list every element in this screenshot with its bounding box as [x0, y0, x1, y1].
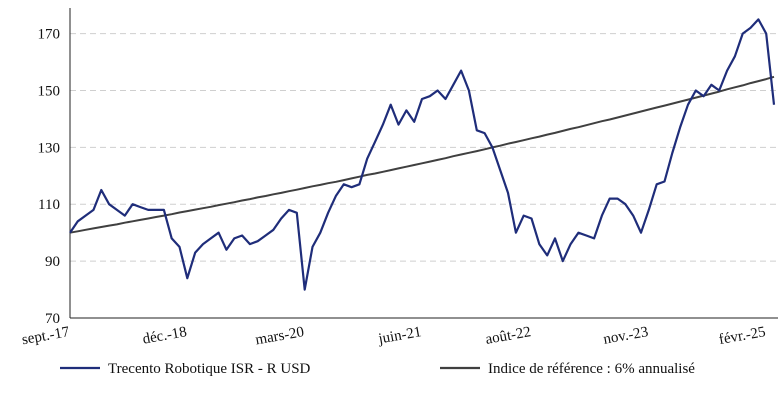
x-tick-label: déc.-18: [141, 324, 188, 347]
series-line: [69, 18, 776, 291]
y-tick-label: 150: [38, 83, 61, 99]
y-tick-label: 130: [38, 140, 61, 156]
x-tick-label: mars-20: [254, 324, 305, 348]
y-tick-label: 110: [38, 197, 60, 213]
legend-label: Trecento Robotique ISR - R USD: [108, 361, 311, 377]
x-tick-label: juin-21: [376, 324, 422, 347]
y-tick-label: 170: [38, 27, 61, 43]
y-tick-label: 70: [45, 311, 60, 327]
x-tick-label: sept.-17: [21, 324, 71, 348]
x-tick-label: nov.-23: [602, 324, 649, 348]
y-tick-label: 90: [45, 254, 60, 270]
legend-label: Indice de référence : 6% annualisé: [488, 361, 695, 377]
x-tick-label: févr.-25: [718, 324, 767, 348]
x-tick-label: août-22: [484, 324, 532, 348]
series-line: [69, 75, 775, 234]
